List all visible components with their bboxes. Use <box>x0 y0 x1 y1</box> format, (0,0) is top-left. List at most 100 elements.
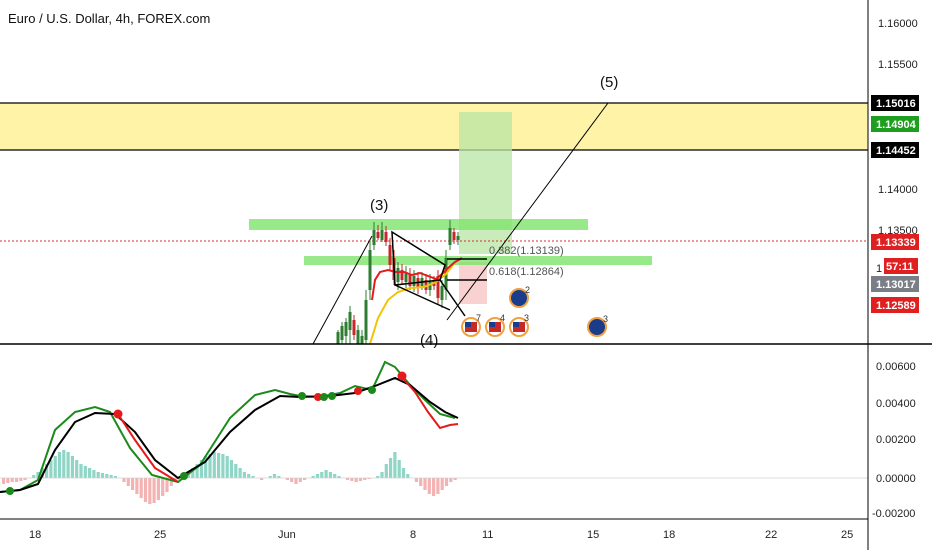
histogram-bar <box>298 478 302 482</box>
osc-tick: 0.00000 <box>876 473 916 485</box>
time-tick: Jun <box>278 529 296 541</box>
candle-body <box>344 322 348 336</box>
histogram-bar <box>229 460 234 478</box>
event-us-3[interactable]: 3 <box>509 313 529 337</box>
histogram-bar <box>152 478 156 503</box>
event-eu-2[interactable]: 3 <box>587 314 608 337</box>
svg-text:7: 7 <box>476 313 481 323</box>
histogram-bar <box>346 478 350 480</box>
candle-body <box>456 236 460 240</box>
event-us-1[interactable]: 7 <box>461 313 481 337</box>
histogram-bar <box>272 474 277 478</box>
candle-body <box>396 268 400 282</box>
histogram-bar <box>315 474 320 478</box>
wave5-label: (5) <box>600 74 618 91</box>
cross-dot <box>397 371 407 381</box>
candle-body <box>348 312 352 330</box>
histogram-bar <box>23 478 27 480</box>
time-tick: 18 <box>29 529 41 541</box>
histogram-bar <box>440 478 444 490</box>
histogram-bar <box>294 478 298 484</box>
histogram-bar <box>49 460 53 478</box>
candle-body <box>408 274 412 286</box>
histogram-bar <box>238 468 242 478</box>
histogram-bar <box>380 472 384 478</box>
histogram-bar <box>311 476 315 478</box>
cross-dot <box>180 472 188 480</box>
take-profit-box <box>459 112 512 254</box>
event-eu-1[interactable]: 2 <box>509 285 530 308</box>
green-band-lower <box>304 256 652 265</box>
histogram-bar <box>88 468 92 478</box>
candle-body <box>404 272 408 282</box>
candle-body <box>368 250 372 290</box>
histogram-bar <box>199 460 203 478</box>
histogram-bar <box>19 478 23 481</box>
svg-text:4: 4 <box>500 313 505 323</box>
oscillator-axis: 0.00600 0.00400 0.00200 0.00000 -0.00200 <box>872 361 916 520</box>
histogram-bar <box>131 478 135 490</box>
resistance-zone <box>0 103 868 150</box>
candle-body <box>412 276 416 286</box>
histogram-bar <box>165 478 169 492</box>
time-tick: 25 <box>154 529 166 541</box>
histogram-bar <box>401 468 406 478</box>
histogram-bar <box>45 464 49 478</box>
histogram-bar <box>423 478 427 490</box>
histogram-bar <box>260 478 264 480</box>
histogram-bar <box>143 478 148 502</box>
histogram-bar <box>277 476 281 478</box>
histogram-bar <box>126 478 130 486</box>
time-tick: 8 <box>410 529 416 541</box>
histogram-bar <box>40 468 44 478</box>
histogram-bar <box>285 478 289 480</box>
histogram-bar <box>397 460 401 478</box>
histogram-bar <box>122 478 126 482</box>
wedge-pattern <box>391 230 466 317</box>
osc-tick: 0.00400 <box>876 398 916 410</box>
histogram-bar <box>221 454 225 478</box>
svg-text:57:11: 57:11 <box>886 261 914 273</box>
histogram-bar <box>225 456 229 478</box>
price-tick: 1.15500 <box>878 59 918 71</box>
candle-body <box>384 232 388 242</box>
histogram-bar <box>303 478 307 480</box>
cross-dot <box>354 387 362 395</box>
countdown-badge: 57:11 <box>884 258 918 274</box>
histogram-bar <box>66 452 70 478</box>
histogram-bar <box>204 456 208 478</box>
oscillator-green-line <box>0 360 456 493</box>
svg-text:1.13339: 1.13339 <box>876 237 916 249</box>
cross-dot <box>298 392 306 400</box>
histogram-bar <box>419 478 423 486</box>
wave5-projection-line <box>446 102 609 321</box>
oscillator-red-segment-1 <box>117 413 179 483</box>
histogram-bar <box>208 454 212 478</box>
histogram-bar <box>367 478 371 479</box>
svg-text:3: 3 <box>603 314 608 324</box>
histogram-bar <box>234 464 238 478</box>
cross-dot <box>328 392 336 400</box>
price-tick-partial: 1 <box>876 263 882 275</box>
histogram-bar <box>333 474 337 478</box>
svg-text:1.14904: 1.14904 <box>876 119 917 131</box>
cross-dot <box>314 393 322 401</box>
histogram-bar <box>96 472 100 478</box>
histogram-bar <box>444 478 449 486</box>
histogram-bar <box>57 452 62 478</box>
oscillator-black-line <box>0 376 459 493</box>
event-us-2[interactable]: 4 <box>485 313 505 337</box>
candle-body <box>428 282 432 290</box>
histogram-bar <box>100 473 105 478</box>
price-badge-144: 1.14452 <box>871 142 919 158</box>
histogram-bar <box>105 474 109 478</box>
time-axis: 18 25 Jun 8 11 15 18 22 25 <box>29 529 853 541</box>
histogram-bar <box>358 478 363 481</box>
histogram-bar <box>406 474 410 478</box>
histogram-bar <box>432 478 436 496</box>
histogram-bar <box>10 478 14 482</box>
candle-body <box>440 286 444 300</box>
chart-title: Euro / U.S. Dollar, 4h, FOREX.com <box>8 11 210 26</box>
candle-body <box>364 300 368 340</box>
